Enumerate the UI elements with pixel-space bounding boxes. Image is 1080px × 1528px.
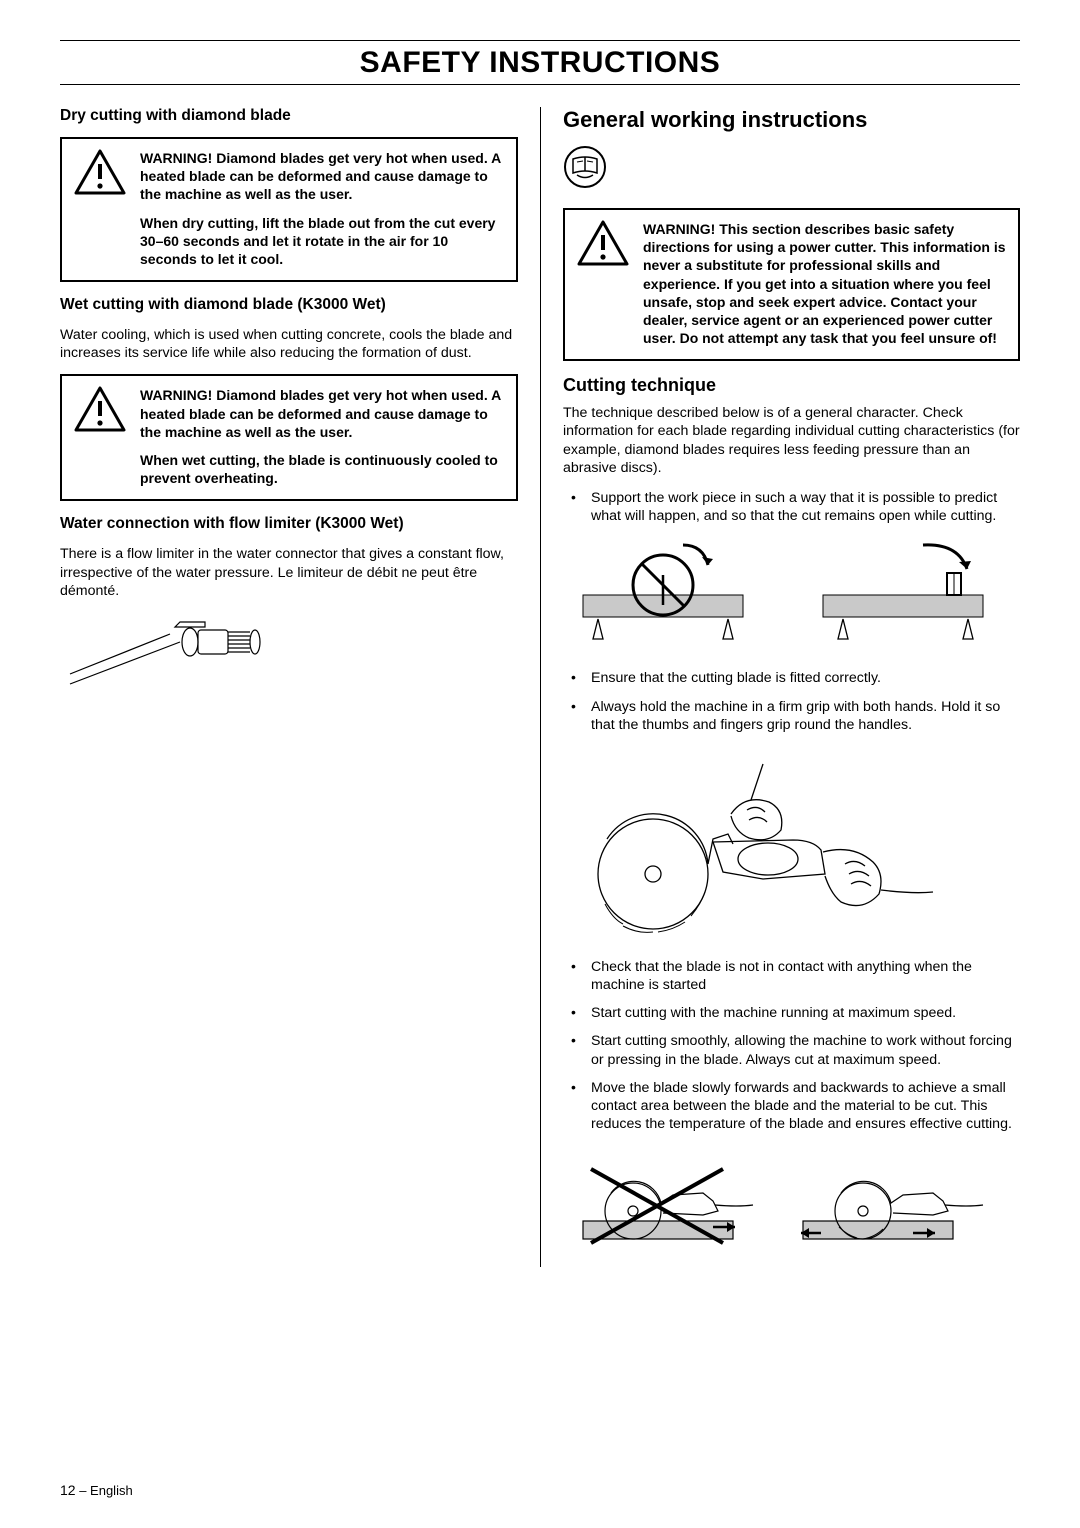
bullet-firm-grip: Always hold the machine in a firm grip w… xyxy=(563,698,1020,734)
bullet-support-workpiece: Support the work piece in such a way tha… xyxy=(563,489,1020,525)
warning-text-wet: WARNING! Diamond blades get very hot whe… xyxy=(140,386,504,487)
wet-cutting-heading: Wet cutting with diamond blade (K3000 We… xyxy=(60,296,518,314)
warning-general-p1: WARNING! This section describes basic sa… xyxy=(643,220,1006,347)
rule-top xyxy=(60,40,1020,41)
water-connection-heading: Water connection with flow limiter (K300… xyxy=(60,515,518,533)
bullet-not-in-contact: Check that the blade is not in contact w… xyxy=(563,958,1020,994)
warning-wet-p2: When wet cutting, the blade is continuou… xyxy=(140,451,504,487)
warning-dry-p2: When dry cutting, lift the blade out fro… xyxy=(140,214,504,269)
manual-icon xyxy=(563,145,1020,194)
dry-cutting-heading: Dry cutting with diamond blade xyxy=(60,107,518,125)
cutting-technique-heading: Cutting technique xyxy=(563,375,1020,396)
warning-triangle-icon xyxy=(577,220,629,266)
page-footer: 12 – English xyxy=(60,1482,133,1498)
right-column: General working instructions WARNING! Th… xyxy=(540,107,1020,1267)
water-connector-figure xyxy=(60,612,518,692)
wet-cutting-body: Water cooling, which is used when cuttin… xyxy=(60,326,518,362)
two-column-layout: Dry cutting with diamond blade WARNING! … xyxy=(60,107,1020,1267)
water-connection-body: There is a flow limiter in the water con… xyxy=(60,545,518,600)
bullet-blade-fitted: Ensure that the cutting blade is fitted … xyxy=(563,669,1020,687)
bullet-list-3: Check that the blade is not in contact w… xyxy=(563,958,1020,1133)
page-title: SAFETY INSTRUCTIONS xyxy=(60,46,1020,80)
rule-below-title xyxy=(60,84,1020,85)
bullet-move-slowly: Move the blade slowly forwards and backw… xyxy=(563,1079,1020,1134)
bullet-max-speed: Start cutting with the machine running a… xyxy=(563,1004,1020,1022)
warning-triangle-icon xyxy=(74,149,126,195)
warning-box-general: WARNING! This section describes basic sa… xyxy=(563,208,1020,361)
warning-dry-p1: WARNING! Diamond blades get very hot whe… xyxy=(140,149,504,204)
warning-wet-p1: WARNING! Diamond blades get very hot whe… xyxy=(140,386,504,441)
warning-box-dry: WARNING! Diamond blades get very hot whe… xyxy=(60,137,518,282)
cutting-technique-intro: The technique described below is of a ge… xyxy=(563,404,1020,477)
bullet-list-1: Support the work piece in such a way tha… xyxy=(563,489,1020,525)
bullet-list-2: Ensure that the cutting blade is fitted … xyxy=(563,669,1020,734)
warning-triangle-icon xyxy=(74,386,126,432)
left-column: Dry cutting with diamond blade WARNING! … xyxy=(60,107,540,1267)
page-number: 12 xyxy=(60,1482,76,1498)
support-workpiece-figure xyxy=(563,535,1020,655)
warning-text-general: WARNING! This section describes basic sa… xyxy=(643,220,1006,347)
general-working-heading: General working instructions xyxy=(563,107,1020,133)
bullet-cut-smoothly: Start cutting smoothly, allowing the mac… xyxy=(563,1032,1020,1068)
cutting-motion-figure xyxy=(563,1143,1020,1253)
page-language: English xyxy=(90,1483,133,1498)
warning-box-wet: WARNING! Diamond blades get very hot whe… xyxy=(60,374,518,501)
warning-text-dry: WARNING! Diamond blades get very hot whe… xyxy=(140,149,504,268)
grip-figure xyxy=(563,744,1020,944)
